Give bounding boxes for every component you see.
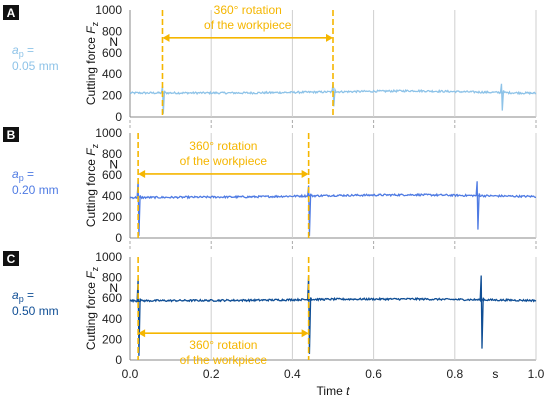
x-tick-label: 0.2 [203, 367, 220, 381]
depth-label: ap = [12, 167, 34, 183]
y-tick-label: 600 [102, 291, 122, 305]
depth-symbol: a [12, 43, 19, 57]
x-tick-label: 0.4 [284, 367, 301, 381]
depth-equals: = [24, 288, 34, 302]
panel-badge [3, 5, 19, 20]
chart-panel-b: Bap =0.20 mm Cutting force Fz020040060080… [3, 126, 537, 250]
y-tick-label: 1000 [95, 250, 122, 264]
depth-subscript: p [19, 294, 24, 304]
depth-value: 0.20 mm [12, 183, 59, 197]
x-axis-label-var: t [346, 384, 350, 398]
rotation-annotation-line1: 360° rotation [189, 338, 257, 352]
y-tick-label: 0 [115, 231, 122, 245]
panel-letter: C [7, 252, 16, 266]
y-tick-label: 200 [102, 210, 122, 224]
x-tick-label: 0.8 [446, 367, 463, 381]
rotation-annotation-line1: 360° rotation [214, 3, 282, 17]
y-axis-label: Cutting force Fz [84, 21, 100, 105]
signal-line [129, 192, 536, 200]
y-tick-label: 200 [102, 332, 122, 346]
signal-line [129, 296, 537, 304]
y-axis-label-sub: z [90, 21, 100, 26]
panel-badge [3, 251, 19, 266]
y-tick-label: 0 [115, 353, 122, 367]
x-tick-label: 0.0 [122, 367, 139, 381]
depth-value: 0.05 mm [12, 59, 59, 73]
chart-panel-c: Cap =0.50 mm Cutting force Fz020040060080… [3, 250, 545, 398]
x-unit: s [492, 367, 498, 381]
rotation-arrow-head-right [301, 169, 309, 178]
y-axis-label: Cutting force Fz [84, 266, 100, 350]
rotation-arrow-head-left [162, 33, 170, 42]
panel-letter: B [7, 128, 16, 142]
y-unit: N [109, 158, 118, 172]
y-axis-label-var: F [84, 271, 98, 279]
x-axis-label-text: Time [317, 384, 347, 398]
rotation-arrow-head-right [326, 33, 333, 42]
panel-letter: A [7, 6, 16, 20]
depth-value: 0.50 mm [12, 304, 59, 318]
rotation-arrow-head-left [138, 329, 146, 338]
y-tick-label: 600 [102, 168, 122, 182]
depth-equals: = [24, 43, 34, 57]
y-tick-label: 1000 [95, 3, 122, 17]
y-tick-label: 600 [102, 46, 122, 60]
y-tick-label: 400 [102, 67, 122, 81]
y-axis-label: Cutting force Fz [84, 143, 100, 227]
y-axis-label-sub: z [90, 266, 100, 271]
depth-label: ap = [12, 43, 34, 59]
rotation-annotation-line2: of the workpiece [180, 154, 268, 168]
depth-equals: = [24, 167, 34, 181]
y-axis-label-var: F [84, 26, 98, 34]
y-tick-label: 800 [102, 271, 122, 285]
depth-label: ap = [12, 288, 34, 304]
force-spike [479, 275, 485, 349]
y-tick-label: 400 [102, 189, 122, 203]
force-spike [136, 278, 142, 356]
x-tick-label: 1.0 [528, 367, 545, 381]
rotation-arrow-head-left [138, 169, 146, 178]
depth-subscript: p [19, 49, 24, 59]
force-spike [306, 275, 313, 354]
rotation-annotation-line2: of the workpiece [204, 18, 292, 32]
y-tick-label: 1000 [95, 126, 122, 140]
depth-symbol: a [12, 288, 19, 302]
y-tick-label: 800 [102, 147, 122, 161]
rotation-arrow-head-right [301, 329, 309, 338]
y-axis-label-sub: z [90, 143, 100, 148]
rotation-annotation-line1: 360° rotation [189, 139, 257, 153]
chart-panel-a: Aap =0.05 mm Cutting force Fz020040060080… [3, 3, 537, 129]
depth-symbol: a [12, 167, 19, 181]
y-unit: N [109, 281, 118, 295]
force-spike [475, 181, 481, 230]
y-axis-label-text: Cutting force [84, 156, 98, 227]
depth-subscript: p [19, 173, 24, 183]
rotation-annotation-line2: of the workpiece [180, 353, 268, 367]
y-axis-label-var: F [84, 148, 98, 156]
y-tick-label: 800 [102, 24, 122, 38]
panel-badge [3, 127, 19, 142]
x-axis-label: Time t [317, 384, 351, 398]
y-axis-label-text: Cutting force [84, 34, 98, 105]
y-unit: N [109, 35, 118, 49]
y-tick-label: 400 [102, 312, 122, 326]
y-axis-label-text: Cutting force [84, 279, 98, 350]
y-tick-label: 200 [102, 89, 122, 103]
force-spike [499, 83, 506, 111]
x-tick-label: 0.6 [365, 367, 382, 381]
y-tick-label: 0 [115, 110, 122, 124]
